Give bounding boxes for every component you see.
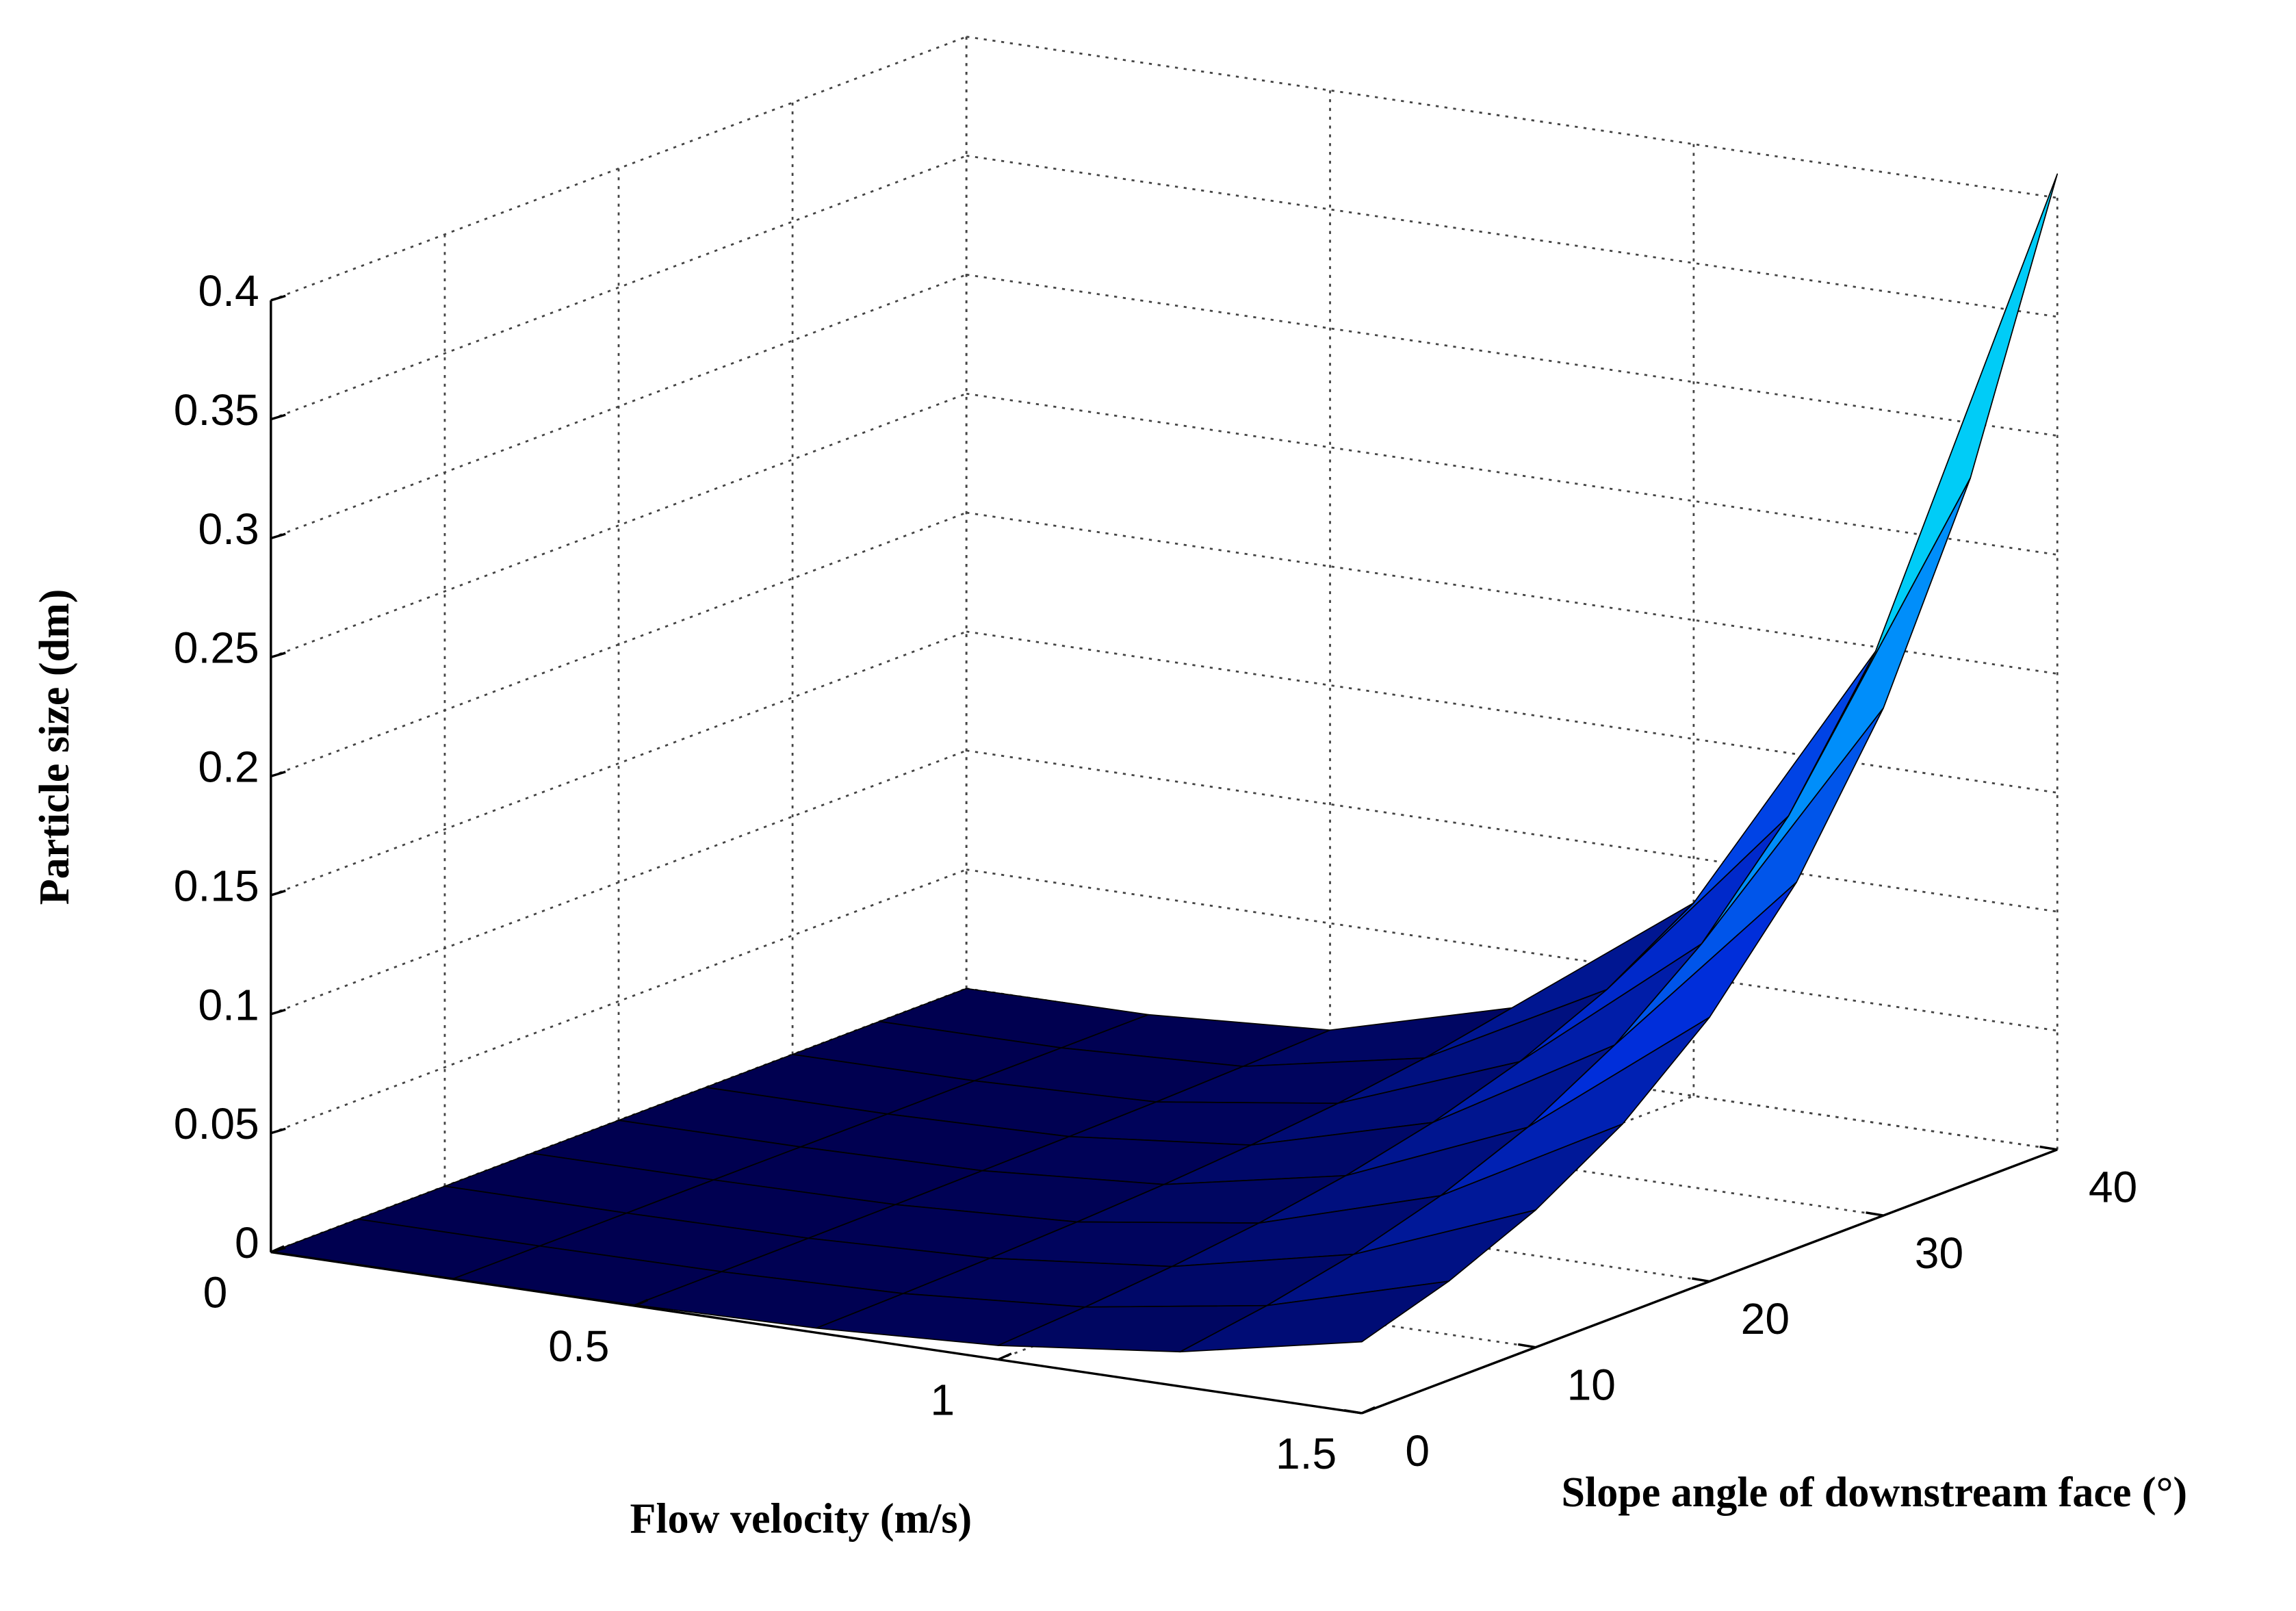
z-tick-label: 0.35 <box>174 385 259 435</box>
z-tick-label: 0.1 <box>198 980 259 1029</box>
z-tick <box>270 413 286 421</box>
grid-line <box>270 392 967 658</box>
y-tick-label: 40 <box>2089 1163 2137 1212</box>
z-tick <box>270 532 286 540</box>
z-tick <box>270 294 286 302</box>
x-tick-label: 0.5 <box>548 1322 609 1371</box>
x-tick-label: 0 <box>203 1268 228 1317</box>
x-tick <box>1361 1406 1376 1415</box>
x-tick <box>997 1352 1012 1361</box>
x-tick <box>270 1245 285 1254</box>
x-axis-label: Flow velocity (m/s) <box>630 1496 972 1543</box>
y-axis-label: Slope angle of downstream face (°) <box>1561 1469 2187 1516</box>
z-tick <box>270 771 286 777</box>
y-tick-label: 30 <box>1915 1228 1963 1278</box>
y-tick-label: 20 <box>1741 1294 1790 1343</box>
grid-line <box>270 630 967 897</box>
x-tick-label: 1 <box>930 1376 955 1425</box>
axes: 0 0.05 0.1 0.15 0.2 0.25 0.3 0.35 0.4 0 0.5 1 1.5 0 10… <box>174 266 2137 1478</box>
y-tick <box>2039 1145 2058 1151</box>
y-tick <box>1692 1277 1710 1283</box>
z-tick-label: 0 <box>235 1218 259 1267</box>
z-tick-label: 0.15 <box>174 861 259 910</box>
surface-patch <box>1179 1280 1449 1353</box>
z-tick-label: 0.4 <box>198 266 259 315</box>
y-tick <box>1866 1211 1884 1217</box>
surface <box>270 173 2059 1353</box>
z-tick-label: 0.25 <box>174 623 259 673</box>
x-axis <box>270 1250 1363 1415</box>
z-tick-label: 0.2 <box>198 743 259 792</box>
y-tick <box>1518 1343 1536 1349</box>
z-tick <box>270 889 286 897</box>
z-tick <box>270 652 286 658</box>
z-tick <box>270 1008 286 1016</box>
grid-line <box>270 155 967 420</box>
y-tick <box>1343 1408 1363 1415</box>
z-tick-label: 0.05 <box>174 1099 259 1148</box>
grid-line <box>270 868 967 1135</box>
z-axis-label: Particle size (dm) <box>31 589 78 905</box>
y-tick-label: 10 <box>1567 1361 1616 1410</box>
z-tick-label: 0.3 <box>198 504 259 554</box>
z-tick <box>270 1127 286 1135</box>
x-tick <box>634 1298 649 1307</box>
y-tick-label: 0 <box>1405 1426 1430 1475</box>
x-tick-label: 1.5 <box>1276 1429 1337 1478</box>
